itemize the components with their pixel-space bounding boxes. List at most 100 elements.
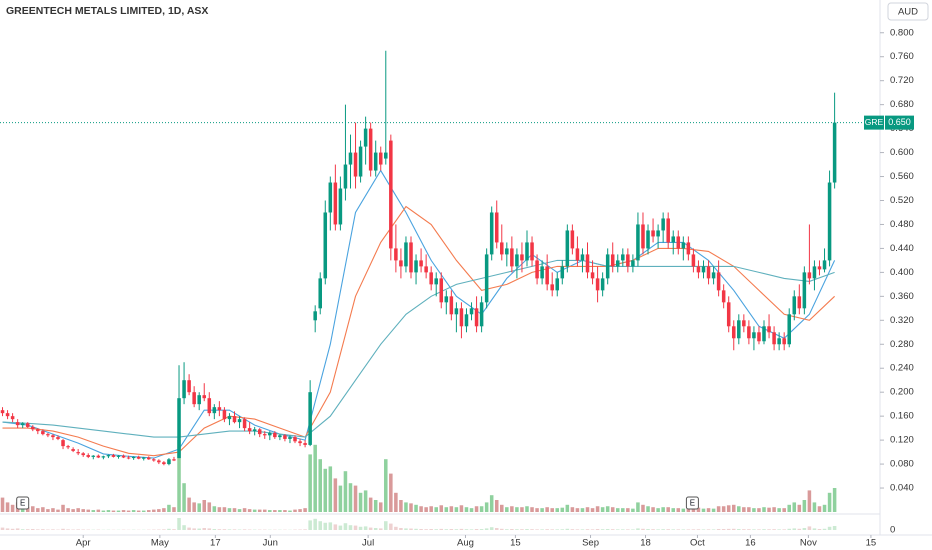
volume-bar bbox=[293, 509, 297, 512]
volume-bar-lower bbox=[505, 529, 509, 530]
candle-body bbox=[489, 212, 494, 255]
candle-body bbox=[726, 302, 731, 327]
x-tick-label: May bbox=[151, 538, 169, 549]
volume-bar bbox=[384, 459, 388, 512]
candle-body bbox=[666, 218, 670, 243]
volume-bar bbox=[323, 468, 328, 512]
candle-body bbox=[696, 266, 701, 273]
volume-bar-lower bbox=[716, 529, 721, 530]
volume-bar bbox=[711, 508, 716, 512]
volume-bar bbox=[550, 508, 554, 512]
volume-bar-lower bbox=[172, 529, 176, 530]
candle-body bbox=[268, 432, 272, 436]
volume-bar-lower bbox=[31, 529, 35, 530]
volume-bar bbox=[797, 504, 802, 512]
candle-body bbox=[61, 440, 65, 447]
candle-body bbox=[631, 260, 635, 267]
volume-bar bbox=[802, 500, 807, 512]
volume-bar bbox=[822, 504, 827, 512]
volume-bar-lower bbox=[636, 528, 640, 530]
y-tick-label: 0.040 bbox=[890, 483, 914, 494]
candle-body bbox=[157, 460, 161, 463]
volume-bar bbox=[560, 507, 565, 512]
candle-body bbox=[500, 242, 504, 255]
candle-body bbox=[752, 332, 756, 339]
volume-bar bbox=[474, 506, 479, 512]
volume-bar bbox=[661, 507, 665, 512]
candle-body bbox=[782, 338, 786, 345]
candle-body bbox=[308, 392, 312, 445]
candle-body bbox=[162, 462, 166, 465]
candle-body bbox=[595, 278, 600, 291]
volume-bar-lower bbox=[167, 528, 171, 530]
volume-bar bbox=[812, 502, 817, 512]
volume-bar bbox=[414, 504, 418, 512]
candle-body bbox=[424, 266, 428, 273]
currency-label[interactable]: AUD bbox=[898, 7, 918, 18]
volume-bar bbox=[121, 510, 126, 512]
candle-body bbox=[585, 254, 590, 273]
volume-bar bbox=[273, 510, 277, 512]
volume-bar bbox=[232, 508, 237, 512]
candle-body bbox=[227, 416, 232, 420]
volume-bar-lower bbox=[227, 529, 232, 530]
candle-body bbox=[464, 314, 469, 327]
candle-body bbox=[525, 242, 529, 261]
candle-body bbox=[131, 456, 136, 459]
candle-body bbox=[167, 459, 171, 465]
volume-bar-lower bbox=[737, 529, 741, 530]
candle-body bbox=[217, 407, 222, 411]
y-tick-label: 0.680 bbox=[890, 99, 914, 110]
volume-bar-lower bbox=[358, 526, 363, 530]
volume-bar-lower bbox=[419, 529, 423, 530]
volume-bar bbox=[81, 509, 85, 512]
volume-bar-lower bbox=[394, 526, 398, 530]
candle-body bbox=[742, 320, 746, 327]
volume-bar-lower bbox=[590, 529, 595, 530]
volume-bar bbox=[737, 506, 741, 512]
volume-bar bbox=[641, 504, 645, 512]
volume-bar bbox=[479, 506, 484, 512]
y-tick-label: 0.280 bbox=[890, 339, 914, 350]
candle-body bbox=[646, 230, 650, 249]
event-label: E bbox=[20, 499, 25, 508]
currency-box[interactable] bbox=[887, 2, 929, 21]
candle-body bbox=[439, 278, 444, 303]
candle-body bbox=[303, 443, 307, 445]
y-tick-label: 0.600 bbox=[890, 147, 914, 158]
volume-bar bbox=[772, 507, 776, 512]
candle-body bbox=[404, 242, 408, 267]
volume-bar-lower bbox=[641, 528, 645, 530]
volume-bar bbox=[636, 502, 640, 512]
volume-bar-lower bbox=[313, 518, 317, 530]
volume-bar bbox=[616, 508, 620, 512]
volume-bar-lower bbox=[182, 525, 186, 530]
candle-body bbox=[323, 212, 328, 279]
candle-body bbox=[152, 459, 156, 461]
x-tick-label: Jun bbox=[263, 538, 278, 549]
volume-bar-lower bbox=[540, 529, 544, 530]
volume-bar bbox=[500, 504, 504, 512]
volume-bar-lower bbox=[399, 528, 403, 530]
candle-body bbox=[671, 236, 676, 243]
candle-body bbox=[434, 278, 438, 285]
candle-body bbox=[545, 266, 549, 285]
volume-bar bbox=[696, 507, 701, 512]
volume-bar-lower bbox=[15, 528, 20, 530]
volume-bar-lower bbox=[197, 528, 201, 530]
volume-bar-lower bbox=[797, 528, 802, 530]
y-tick-label: 0.440 bbox=[890, 243, 914, 254]
candle-body bbox=[454, 308, 459, 315]
volume-bar bbox=[600, 507, 605, 512]
volume-bar bbox=[373, 500, 378, 512]
candle-body bbox=[651, 230, 655, 237]
volume-bar-lower bbox=[767, 529, 771, 530]
volume-bar-lower bbox=[489, 527, 494, 530]
candle-body bbox=[827, 182, 832, 261]
volume-bar-lower bbox=[217, 529, 222, 530]
volume-bar-lower bbox=[676, 529, 681, 530]
candle-body bbox=[207, 398, 212, 414]
volume-bar-lower bbox=[373, 528, 378, 530]
candle-body bbox=[36, 429, 40, 432]
